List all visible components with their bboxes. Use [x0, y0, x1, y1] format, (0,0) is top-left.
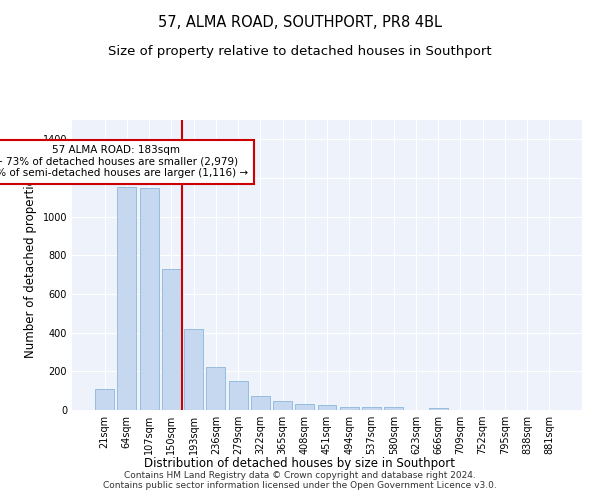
- Bar: [184, 329, 203, 410]
- Y-axis label: Number of detached properties: Number of detached properties: [24, 172, 37, 358]
- Text: 57 ALMA ROAD: 183sqm
← 73% of detached houses are smaller (2,979)
27% of semi-de: 57 ALMA ROAD: 183sqm ← 73% of detached h…: [0, 145, 248, 178]
- Bar: [118, 186, 136, 410]
- Text: 57, ALMA ROAD, SOUTHPORT, PR8 4BL: 57, ALMA ROAD, SOUTHPORT, PR8 4BL: [158, 15, 442, 30]
- Bar: [340, 406, 359, 410]
- Bar: [162, 269, 181, 410]
- Text: Size of property relative to detached houses in Southport: Size of property relative to detached ho…: [108, 45, 492, 58]
- Bar: [317, 404, 337, 410]
- Bar: [362, 407, 381, 410]
- Bar: [384, 407, 403, 410]
- Bar: [273, 400, 292, 410]
- Bar: [229, 381, 248, 410]
- Bar: [206, 368, 225, 410]
- Bar: [295, 404, 314, 410]
- Bar: [429, 408, 448, 410]
- Bar: [140, 188, 158, 410]
- Text: Distribution of detached houses by size in Southport: Distribution of detached houses by size …: [145, 458, 455, 470]
- Bar: [251, 396, 270, 410]
- Bar: [95, 388, 114, 410]
- Text: Contains HM Land Registry data © Crown copyright and database right 2024.
Contai: Contains HM Land Registry data © Crown c…: [103, 470, 497, 490]
